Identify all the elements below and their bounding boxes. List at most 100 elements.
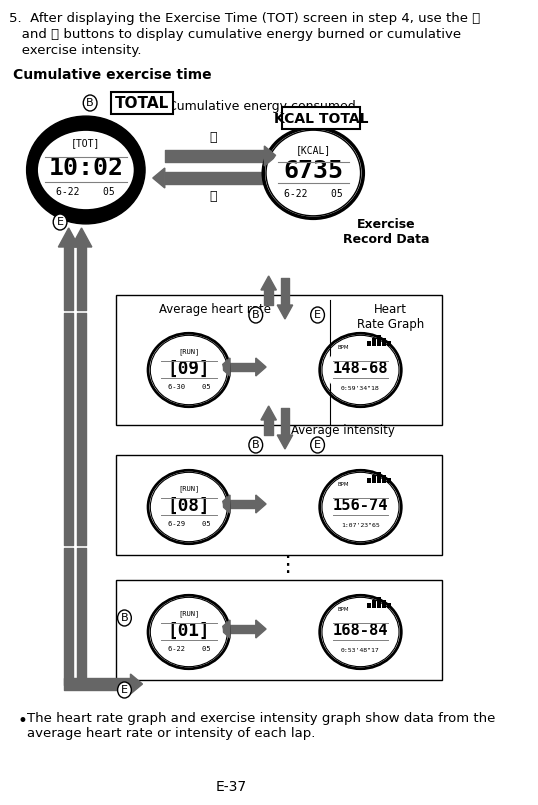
Ellipse shape: [155, 604, 223, 661]
Text: B: B: [252, 440, 260, 450]
Text: [09]: [09]: [167, 360, 210, 378]
Text: 0:53'48"17: 0:53'48"17: [341, 648, 380, 653]
Text: The heart rate graph and exercise intensity graph show data from the
average hea: The heart rate graph and exercise intens…: [27, 712, 496, 740]
Polygon shape: [277, 305, 293, 319]
Bar: [372, 475, 376, 483]
Polygon shape: [58, 228, 79, 247]
Text: 168-84: 168-84: [332, 623, 388, 638]
Polygon shape: [130, 674, 143, 694]
Text: B: B: [252, 310, 260, 320]
Bar: [366, 341, 371, 346]
Bar: [377, 597, 381, 609]
Ellipse shape: [155, 341, 223, 398]
Text: [RUN]: [RUN]: [178, 610, 200, 617]
Polygon shape: [256, 495, 266, 513]
Polygon shape: [261, 276, 277, 290]
Text: E: E: [56, 217, 63, 227]
Text: 6-30    05: 6-30 05: [167, 384, 210, 390]
Ellipse shape: [271, 138, 356, 208]
Polygon shape: [264, 146, 277, 166]
Text: Exercise
Record Data: Exercise Record Data: [343, 218, 429, 246]
Text: ⋮: ⋮: [277, 555, 299, 575]
Ellipse shape: [327, 341, 394, 398]
Text: [KCAL]: [KCAL]: [296, 146, 331, 155]
Circle shape: [118, 610, 131, 626]
FancyBboxPatch shape: [116, 295, 442, 425]
Text: 6-22    05: 6-22 05: [284, 189, 343, 199]
Circle shape: [53, 214, 67, 230]
FancyBboxPatch shape: [282, 107, 359, 129]
Polygon shape: [220, 620, 230, 638]
Polygon shape: [71, 228, 92, 247]
Text: 0:59'34"18: 0:59'34"18: [341, 386, 380, 391]
Ellipse shape: [327, 478, 394, 535]
Text: 6-22    05: 6-22 05: [167, 646, 210, 652]
Text: [TOT]: [TOT]: [71, 138, 101, 149]
Text: E: E: [314, 440, 321, 450]
Ellipse shape: [155, 478, 223, 535]
Polygon shape: [220, 358, 230, 376]
Circle shape: [83, 95, 97, 111]
Text: 10:02: 10:02: [48, 156, 123, 180]
Bar: [387, 341, 392, 346]
Text: 148-68: 148-68: [332, 361, 388, 376]
Text: [01]: [01]: [167, 621, 210, 640]
Text: [RUN]: [RUN]: [178, 485, 200, 492]
Text: E-37: E-37: [215, 780, 246, 794]
Polygon shape: [256, 620, 266, 638]
Bar: [377, 336, 381, 346]
Bar: [382, 338, 386, 346]
FancyBboxPatch shape: [116, 580, 442, 680]
Text: exercise intensity.: exercise intensity.: [9, 44, 141, 57]
Bar: [382, 600, 386, 609]
Polygon shape: [256, 358, 266, 376]
FancyBboxPatch shape: [111, 92, 173, 114]
Polygon shape: [220, 495, 230, 513]
Text: B: B: [121, 613, 128, 623]
Text: KCAL TOTAL: KCAL TOTAL: [274, 112, 368, 126]
Bar: [372, 338, 376, 346]
Text: 6-29    05: 6-29 05: [167, 521, 210, 527]
Bar: [387, 603, 392, 609]
Bar: [366, 477, 371, 483]
Ellipse shape: [26, 116, 145, 224]
Bar: [387, 477, 392, 483]
Bar: [377, 473, 381, 483]
FancyBboxPatch shape: [116, 455, 442, 555]
Text: BPM: BPM: [338, 345, 349, 350]
Polygon shape: [277, 435, 293, 449]
Circle shape: [249, 437, 263, 453]
Text: Cumulative exercise time: Cumulative exercise time: [13, 68, 211, 82]
Text: Average heart rate: Average heart rate: [159, 303, 271, 316]
Text: BPM: BPM: [338, 482, 349, 487]
Bar: [366, 603, 371, 609]
Text: BPM: BPM: [338, 607, 349, 612]
Text: TOTAL: TOTAL: [115, 97, 169, 112]
Text: Ⓑ: Ⓑ: [209, 190, 217, 203]
Polygon shape: [261, 406, 277, 420]
Text: 5.  After displaying the Exercise Time (TOT) screen in step 4, use the Ⓔ: 5. After displaying the Exercise Time (T…: [9, 12, 480, 25]
Text: Heart
Rate Graph: Heart Rate Graph: [357, 303, 424, 331]
Bar: [382, 475, 386, 483]
Text: 1:07'23"65: 1:07'23"65: [341, 523, 380, 528]
Circle shape: [118, 682, 131, 698]
Bar: [372, 600, 376, 609]
Text: Ⓔ: Ⓔ: [209, 131, 217, 144]
Text: 6-22    05: 6-22 05: [56, 187, 115, 196]
Text: [08]: [08]: [167, 497, 210, 514]
Ellipse shape: [37, 130, 134, 210]
Circle shape: [249, 307, 263, 323]
Text: 156-74: 156-74: [332, 498, 388, 513]
Text: [RUN]: [RUN]: [178, 349, 200, 355]
Text: •: •: [17, 712, 27, 730]
Ellipse shape: [327, 604, 394, 661]
Circle shape: [311, 437, 324, 453]
Circle shape: [311, 307, 324, 323]
Text: Cumulative energy consumed: Cumulative energy consumed: [168, 100, 356, 113]
Text: E: E: [314, 310, 321, 320]
Text: 6735: 6735: [284, 159, 343, 184]
Text: Average intensity: Average intensity: [292, 424, 395, 437]
Polygon shape: [153, 168, 165, 188]
Text: and Ⓑ buttons to display cumulative energy burned or cumulative: and Ⓑ buttons to display cumulative ener…: [9, 28, 461, 41]
Text: B: B: [86, 98, 94, 108]
